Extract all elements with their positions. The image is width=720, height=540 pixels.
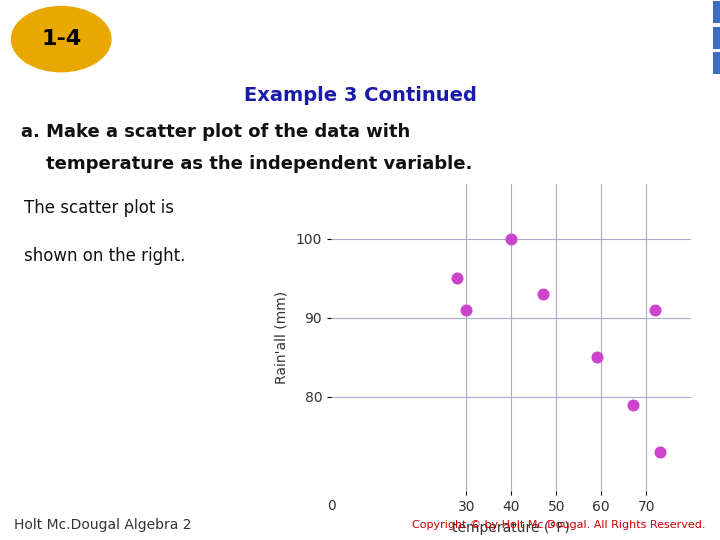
- Bar: [713, 1, 720, 23]
- Text: Example 3 Continued: Example 3 Continued: [243, 86, 477, 105]
- Point: [627, 400, 639, 409]
- Point: [451, 274, 463, 282]
- X-axis label: temperature (°F): temperature (°F): [452, 522, 570, 535]
- Text: temperature as the independent variable.: temperature as the independent variable.: [20, 155, 472, 173]
- Point: [654, 448, 665, 456]
- Text: The scatter plot is: The scatter plot is: [24, 199, 174, 218]
- Ellipse shape: [11, 6, 112, 72]
- Point: [505, 234, 517, 243]
- Y-axis label: Rain'all (mm): Rain'all (mm): [275, 291, 289, 384]
- Bar: [713, 52, 720, 75]
- Bar: [713, 26, 720, 49]
- Text: Copyright © by Holt Mc.Dougal. All Rights Reserved.: Copyright © by Holt Mc.Dougal. All Right…: [412, 520, 706, 530]
- Point: [591, 353, 603, 362]
- Text: Curve Fitting with Linear Models: Curve Fitting with Linear Models: [144, 26, 630, 52]
- Text: shown on the right.: shown on the right.: [24, 247, 186, 265]
- Point: [649, 306, 661, 314]
- Text: 0: 0: [327, 500, 336, 514]
- Point: [461, 306, 472, 314]
- Text: a. Make a scatter plot of the data with: a. Make a scatter plot of the data with: [20, 123, 410, 140]
- Text: 1-4: 1-4: [41, 29, 81, 49]
- Text: Holt Mc.Dougal Algebra 2: Holt Mc.Dougal Algebra 2: [14, 518, 192, 532]
- Point: [537, 290, 549, 299]
